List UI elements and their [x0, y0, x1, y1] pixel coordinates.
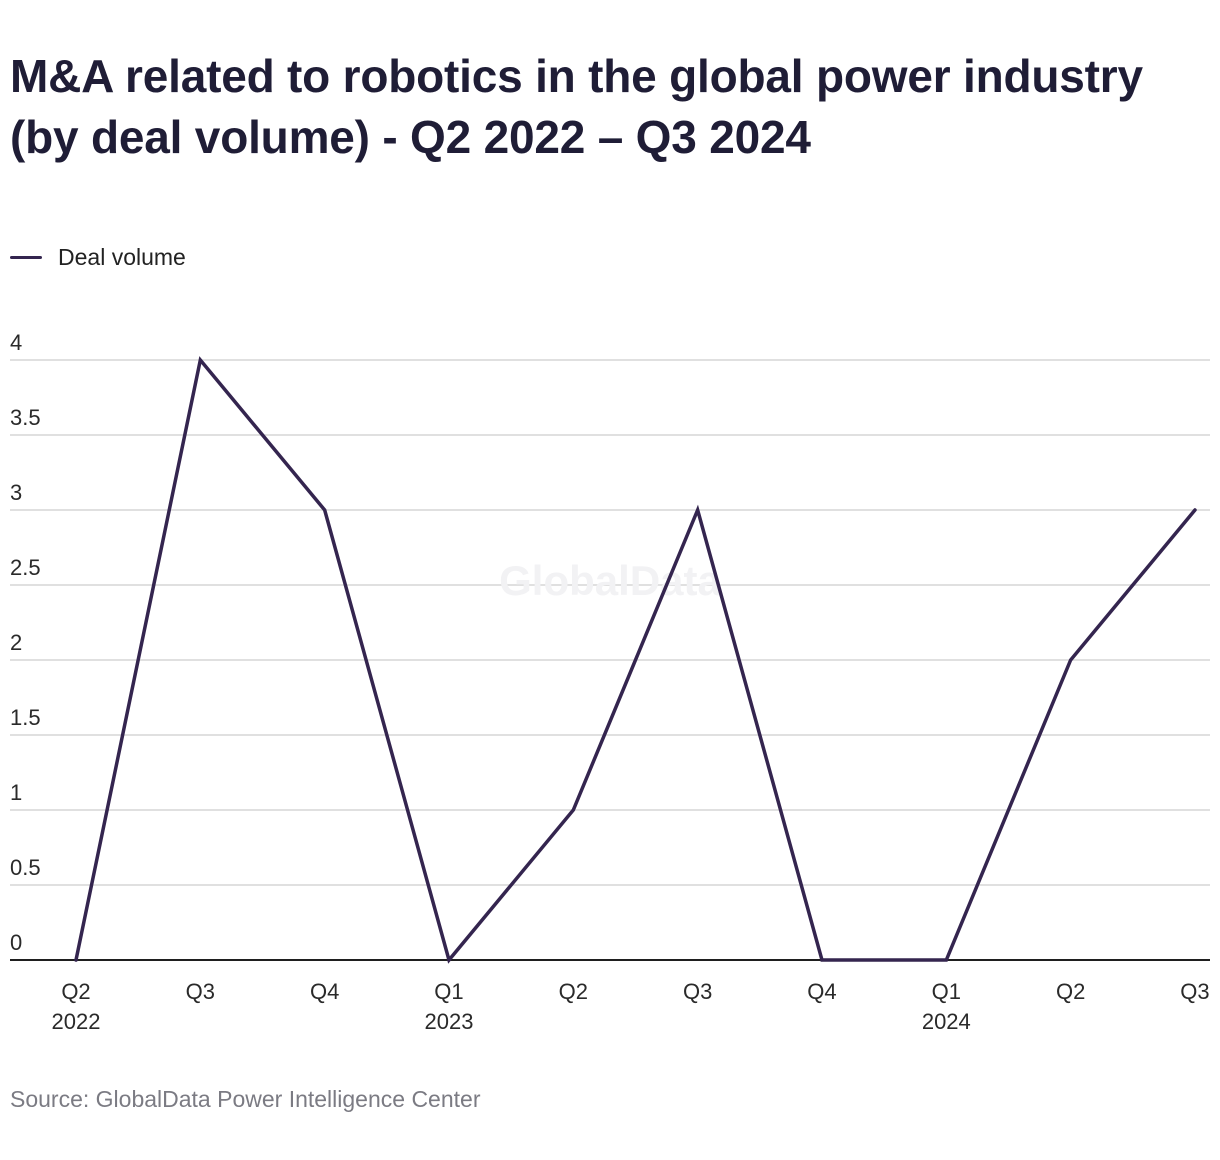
y-tick-label: 4: [10, 330, 22, 355]
x-tick-year-label: 2022: [52, 1009, 101, 1034]
y-tick-label: 0.5: [10, 855, 41, 880]
x-tick-label: Q1: [932, 979, 961, 1004]
watermark-text: GlobalData: [499, 557, 721, 604]
x-tick-label: Q3: [186, 979, 215, 1004]
chart-title: M&A related to robotics in the global po…: [10, 50, 1143, 163]
y-tick-label: 1.5: [10, 705, 41, 730]
x-tick-label: Q3: [1180, 979, 1209, 1004]
x-tick-label: Q3: [683, 979, 712, 1004]
x-axis-labels: Q2 2022 Q3 Q4 Q1 2023 Q2 Q3 Q4 Q1 2024 Q2 Q3: [52, 979, 1210, 1034]
x-tick-label: Q4: [807, 979, 836, 1004]
y-tick-label: 3.5: [10, 405, 41, 430]
x-tick-label: Q2: [559, 979, 588, 1004]
y-tick-label: 0: [10, 930, 22, 955]
y-axis-labels: 0 0.5 1 1.5 2 2.5 3 3.5 4: [10, 330, 41, 955]
x-tick-label: Q2: [1056, 979, 1085, 1004]
chart-legend: Deal volume: [10, 240, 186, 274]
legend-line-swatch: [10, 255, 42, 259]
x-tick-label: Q2: [61, 979, 90, 1004]
x-tick-year-label: 2024: [922, 1009, 971, 1034]
x-tick-year-label: 2023: [425, 1009, 474, 1034]
x-tick-label: Q1: [434, 979, 463, 1004]
legend-label-deal-volume: Deal volume: [58, 243, 186, 270]
y-tick-label: 1: [10, 780, 22, 805]
y-tick-label: 2.5: [10, 555, 41, 580]
series-line-deal-volume: [74, 356, 1197, 964]
y-tick-label: 2: [10, 630, 22, 655]
source-note: Source: GlobalData Power Intelligence Ce…: [10, 1086, 481, 1112]
gridlines: [10, 359, 1210, 886]
x-tick-label: Q4: [310, 979, 339, 1004]
series-layer: [74, 356, 1197, 964]
y-tick-label: 3: [10, 480, 22, 505]
